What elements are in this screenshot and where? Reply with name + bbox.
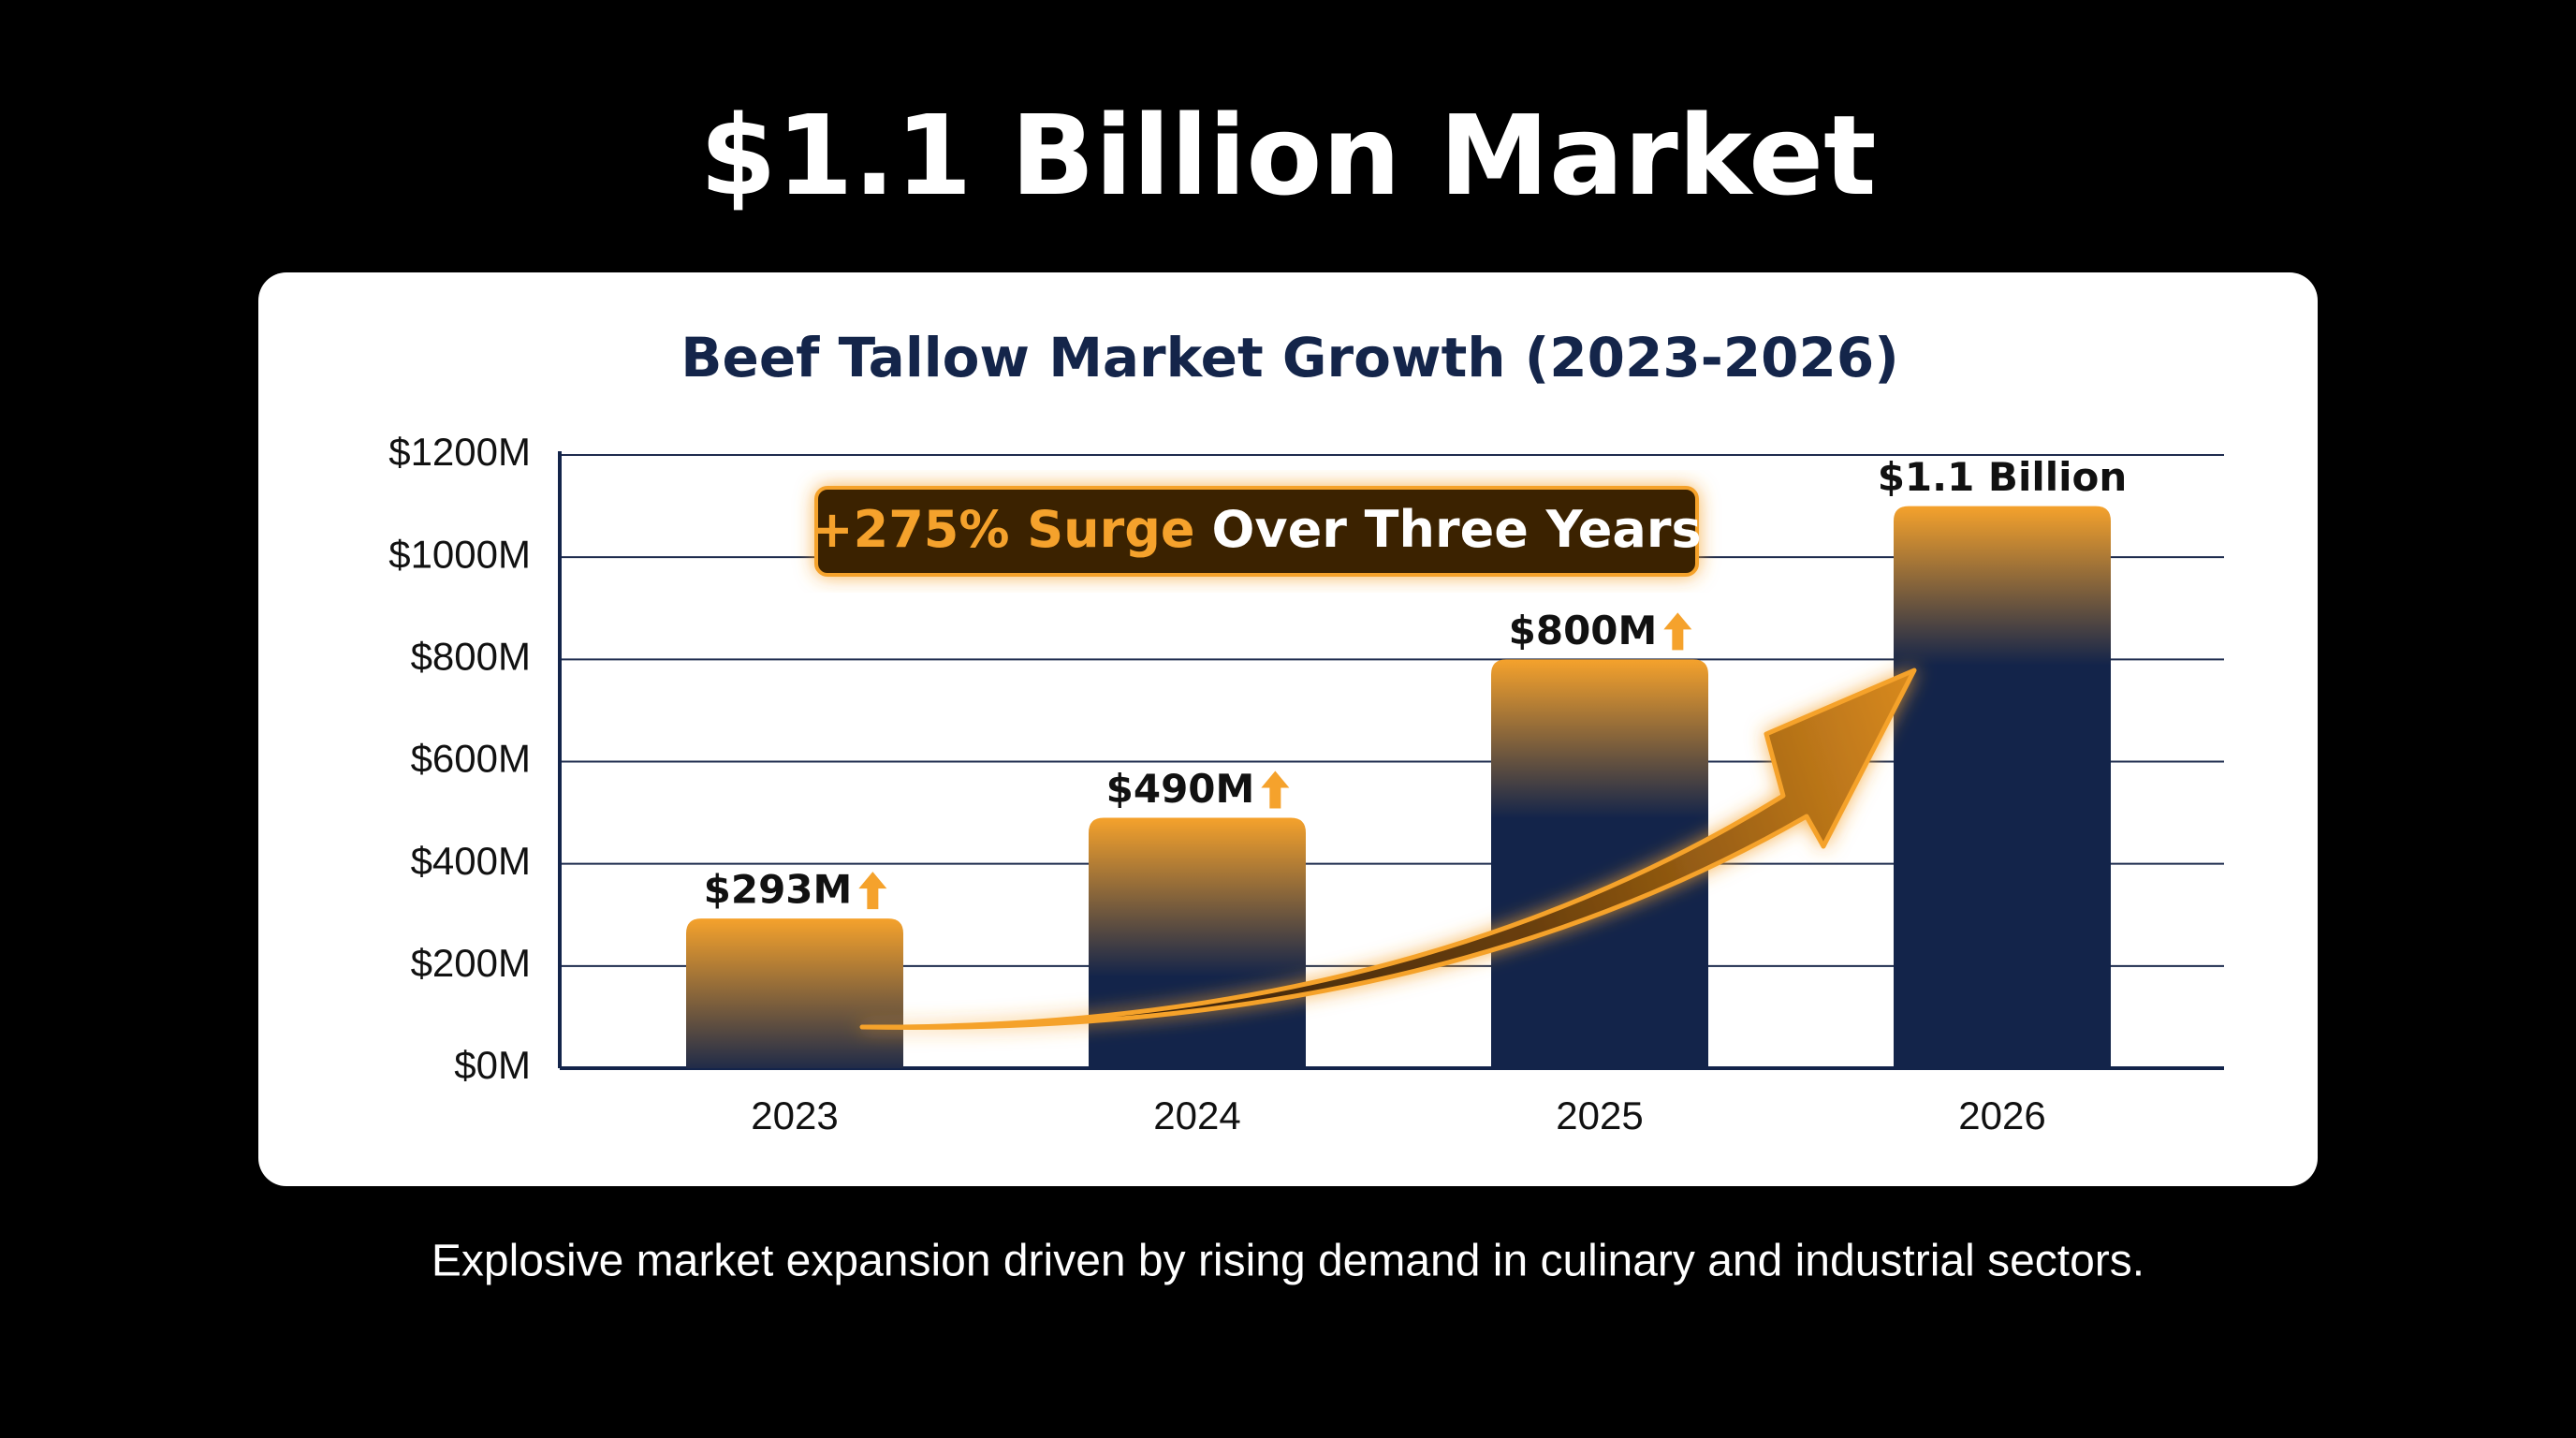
value-label: $490M [1106,766,1255,812]
y-tick-label: $0M [454,1043,531,1087]
y-tick-label: $400M [411,839,531,883]
bar [1491,659,1708,1068]
bar [686,918,903,1068]
plot-area: $0M $200M $400M $600M $800M $1000M $1200M 2023 $… [388,430,2224,1137]
annotation-box [814,486,1699,577]
y-tick-label: $800M [411,634,531,678]
bar [1089,817,1306,1068]
x-tick-label: 2025 [1556,1093,1643,1137]
up-arrow-icon [1663,612,1692,651]
y-tick-label: $1200M [388,430,531,474]
y-tick-label: $1000M [388,532,531,576]
y-tick-label: $200M [411,941,531,985]
annotation: +275% Surge Over Three Years [811,500,1701,559]
x-tick-label: 2023 [751,1093,838,1137]
page-title: $1.1 Billion Market [699,91,1876,220]
y-tick-label: $600M [411,737,531,781]
x-tick-label: 2026 [1958,1093,2045,1137]
value-label: $293M [704,867,853,913]
value-label: $1.1 Billion [1878,454,2128,500]
annotation-highlight: +275% Surge [811,500,1194,559]
overlay: +275% Surge Over Three Years [811,486,1917,1030]
chart-title: Beef Tallow Market Growth (2023-2026) [681,326,1898,389]
x-tick-label: 2024 [1153,1093,1240,1137]
up-arrow-icon [1261,770,1290,809]
growth-arrow [859,668,1917,1030]
value-label: $800M [1509,608,1658,653]
bar [1894,506,2111,1068]
up-arrow-icon [858,872,887,910]
annotation-text: Over Three Years [1212,500,1702,559]
footer: Explosive market expansion driven by ris… [432,1237,2144,1286]
